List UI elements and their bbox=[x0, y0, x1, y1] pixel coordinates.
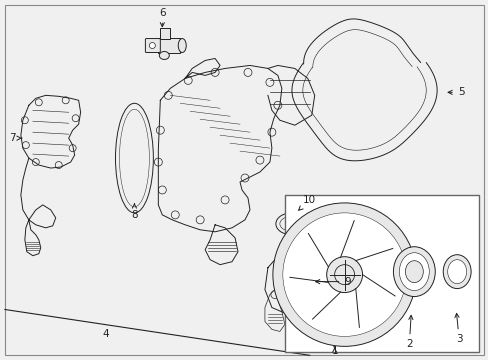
Text: 5: 5 bbox=[447, 87, 464, 97]
Ellipse shape bbox=[447, 260, 466, 284]
Text: 1: 1 bbox=[331, 346, 337, 356]
Text: 9: 9 bbox=[315, 276, 350, 287]
Text: 7: 7 bbox=[10, 133, 22, 143]
Circle shape bbox=[272, 203, 415, 346]
Ellipse shape bbox=[399, 253, 428, 291]
Text: 10: 10 bbox=[298, 195, 316, 210]
Ellipse shape bbox=[178, 39, 186, 53]
Text: 2: 2 bbox=[405, 315, 412, 349]
Ellipse shape bbox=[159, 51, 169, 59]
Text: 8: 8 bbox=[131, 204, 138, 220]
Bar bbox=[160, 28, 170, 39]
Circle shape bbox=[282, 213, 406, 336]
Text: 4: 4 bbox=[102, 329, 109, 339]
Bar bbox=[158, 37, 180, 54]
FancyBboxPatch shape bbox=[145, 39, 160, 53]
Text: 3: 3 bbox=[454, 313, 462, 345]
Ellipse shape bbox=[393, 247, 434, 297]
Circle shape bbox=[149, 42, 155, 49]
Text: 6: 6 bbox=[159, 8, 165, 27]
Ellipse shape bbox=[405, 261, 423, 283]
Circle shape bbox=[326, 257, 362, 293]
Bar bbox=[285, 195, 478, 352]
Ellipse shape bbox=[442, 255, 470, 289]
